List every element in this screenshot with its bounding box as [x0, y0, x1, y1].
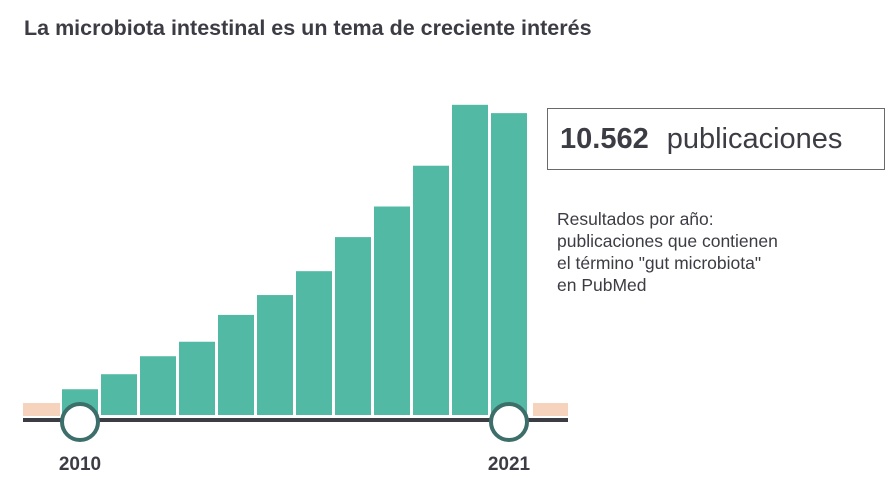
chart-description: Resultados por año: publicaciones que co…: [557, 208, 778, 296]
description-line: Resultados por año:: [557, 209, 714, 229]
marker-2010: [60, 402, 100, 442]
axis-extension-right: [533, 403, 568, 416]
bar-2012: [140, 356, 176, 415]
bars-group: [62, 104, 527, 415]
axis-extension-left: [23, 403, 60, 416]
total-publications-unit: publicaciones: [666, 122, 843, 155]
bar-2013: [179, 341, 215, 415]
bar-2020: [452, 104, 488, 415]
tick-label-2010: 2010: [59, 454, 101, 475]
bar-2014: [218, 314, 254, 415]
description-line: en PubMed: [557, 275, 647, 295]
tick-label-2021: 2021: [488, 454, 531, 475]
bar-2017: [335, 237, 371, 415]
description-line: el término "gut microbiota": [557, 253, 762, 273]
bar-2021: [491, 113, 527, 415]
x-tick-labels: 2010 2021: [59, 454, 531, 475]
bar-2018: [374, 206, 410, 415]
bar-2019: [413, 165, 449, 415]
axis-markers: [60, 402, 529, 442]
total-publications-box: 10.562 publicaciones: [547, 108, 885, 170]
bar-2016: [296, 271, 332, 415]
total-publications-value: 10.562: [560, 122, 649, 155]
description-line: publicaciones que contienen: [557, 231, 778, 251]
marker-2021: [489, 402, 529, 442]
chart-title: La microbiota intestinal es un tema de c…: [24, 16, 592, 40]
bar-2011: [101, 374, 137, 415]
bar-2015: [257, 295, 293, 415]
